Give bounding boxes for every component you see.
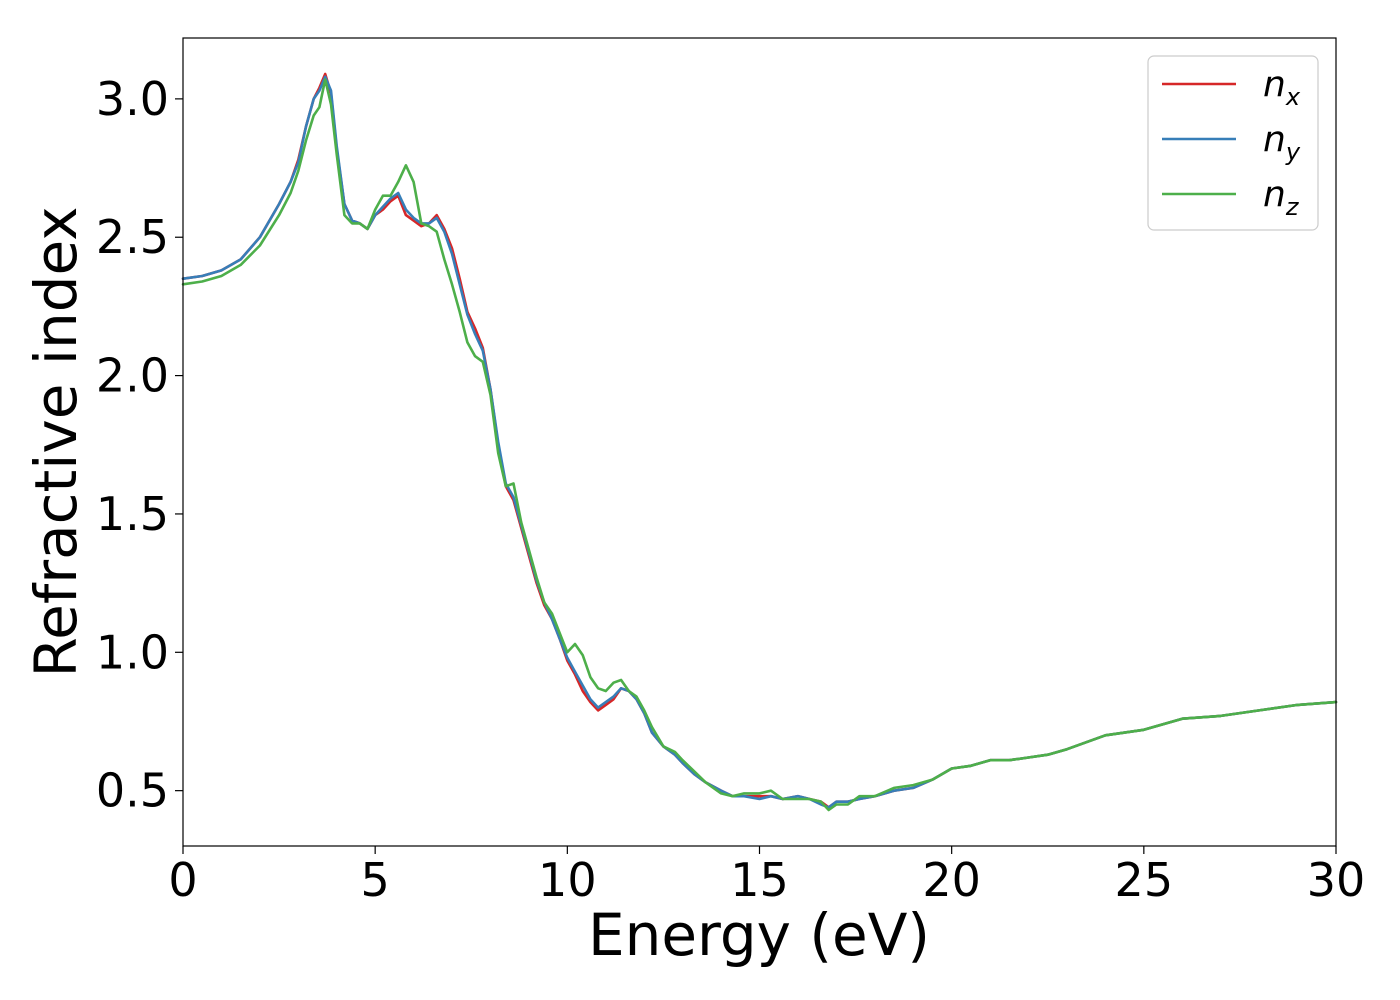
legend-label-nx: nx <box>1263 64 1301 111</box>
plot-lines <box>181 72 1338 812</box>
y-tick-label: 2.0 <box>96 349 169 403</box>
y-axis-label: Refractive index <box>22 206 90 677</box>
legend-entries: nx ny nz <box>1162 64 1301 221</box>
x-tick-label: 30 <box>1307 853 1366 907</box>
x-axis-label: Energy (eV) <box>588 901 930 969</box>
x-tick-label: 10 <box>538 853 597 907</box>
x-tick-label: 20 <box>922 853 981 907</box>
legend: nx ny nz <box>1147 55 1319 231</box>
x-tick-label: 25 <box>1115 853 1174 907</box>
legend-label-nz: nz <box>1263 174 1300 221</box>
series-line-nz <box>181 78 1338 812</box>
x-tick-label: 5 <box>361 853 390 907</box>
x-tick-label: 15 <box>730 853 789 907</box>
y-tick-label: 3.0 <box>96 72 169 126</box>
legend-frame <box>1147 55 1319 231</box>
y-tick-label: 0.5 <box>96 764 169 818</box>
y-axis-ticks: 0.5 1.0 1.5 2.0 2.5 3.0 <box>96 72 183 818</box>
y-tick-label: 1.5 <box>96 487 169 541</box>
x-axis-ticks: 0 5 10 15 20 25 30 <box>168 846 1365 907</box>
legend-label-ny: ny <box>1263 119 1301 166</box>
x-tick-label: 0 <box>168 853 197 907</box>
y-tick-label: 1.0 <box>96 625 169 679</box>
y-tick-label: 2.5 <box>96 210 169 264</box>
series-line-ny <box>181 75 1338 809</box>
